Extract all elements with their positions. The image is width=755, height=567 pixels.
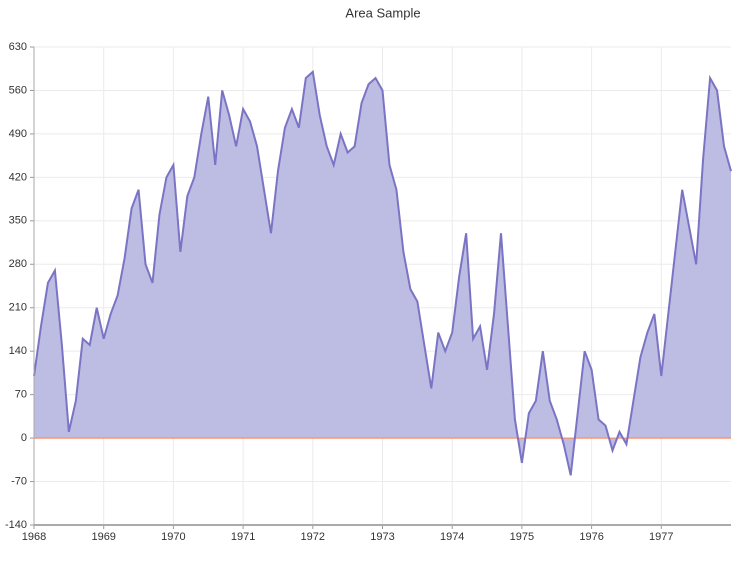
area-fill [34, 71, 731, 476]
y-tick-label: 490 [9, 128, 27, 140]
y-tick-label: -70 [11, 475, 27, 487]
y-tick-label: 350 [9, 215, 27, 227]
area-line [33, 69, 732, 476]
x-tick-label: 1968 [22, 531, 46, 543]
y-tick-label: 140 [9, 345, 27, 357]
x-tick-label: 1971 [231, 531, 255, 543]
y-tick-label: 420 [9, 171, 27, 183]
chart-title: Area Sample [345, 5, 420, 20]
x-tick-label: 1969 [91, 531, 115, 543]
y-tick-label: 210 [9, 302, 27, 314]
x-tick-label: 1972 [301, 531, 325, 543]
y-tick-label: 0 [21, 432, 27, 444]
x-tick-label: 1975 [510, 531, 534, 543]
x-tick-label: 1970 [161, 531, 185, 543]
y-tick-label: 630 [9, 41, 27, 53]
x-tick-label: 1973 [370, 531, 394, 543]
y-tick-label: 280 [9, 258, 27, 270]
y-tick-label: 560 [9, 84, 27, 96]
x-tick-label: 1976 [579, 531, 603, 543]
x-tick-label: 1974 [440, 531, 464, 543]
x-tick-label: 1977 [649, 531, 673, 543]
y-tick-label: -140 [5, 519, 27, 531]
y-tick-label: 70 [15, 389, 27, 401]
